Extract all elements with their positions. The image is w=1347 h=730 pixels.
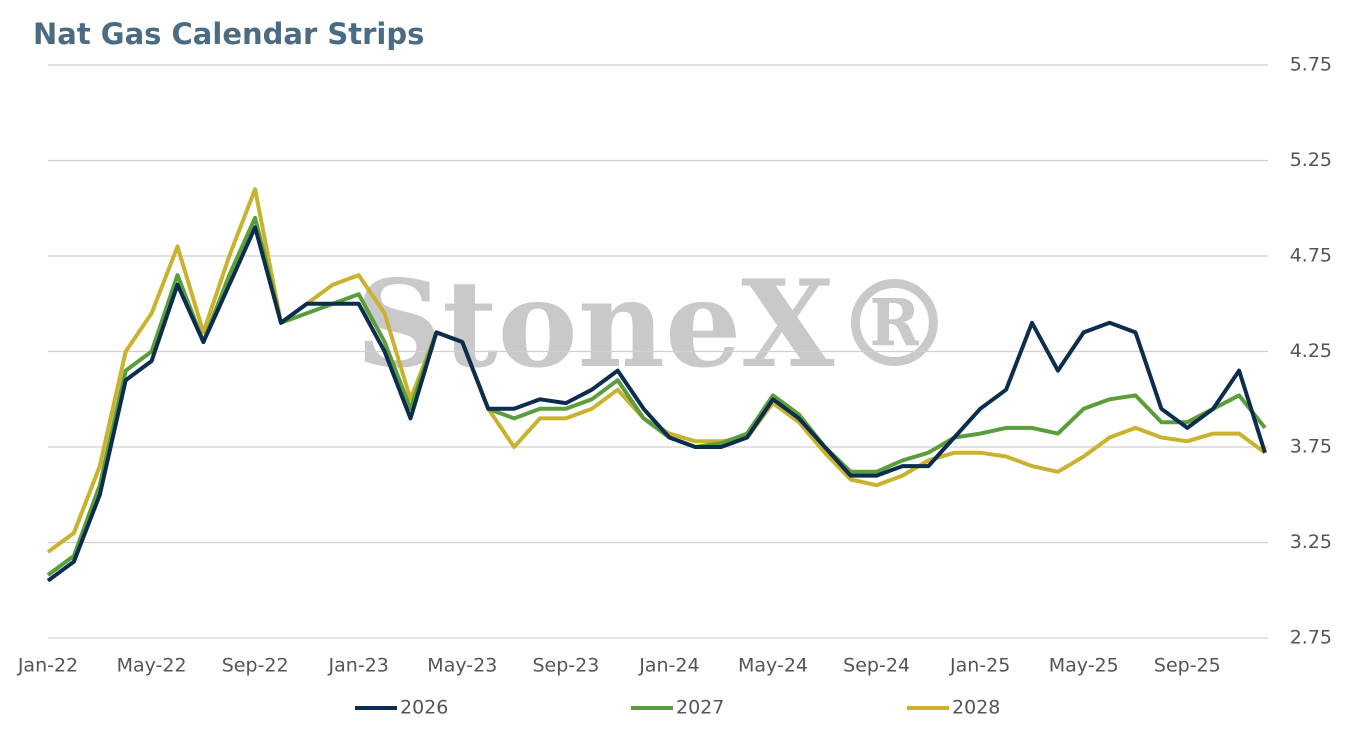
y-tick-label: 4.75 — [1290, 245, 1332, 267]
x-tick-label: Jan-24 — [638, 655, 699, 677]
y-tick-label: 5.25 — [1290, 149, 1332, 171]
legend-label: 2028 — [952, 697, 1000, 719]
legend-label: 2026 — [400, 697, 448, 719]
watermark: StoneX® — [356, 254, 955, 395]
x-tick-label: Jan-23 — [328, 655, 389, 677]
series-line — [46, 215, 1267, 577]
chart-title: Nat Gas Calendar Strips — [33, 17, 424, 51]
x-tick-label: May-25 — [1049, 655, 1119, 677]
y-tick-label: 2.75 — [1290, 627, 1332, 649]
y-tick-label: 5.75 — [1290, 54, 1332, 76]
x-tick-label: May-22 — [117, 655, 187, 677]
x-tick-label: Jan-25 — [949, 655, 1010, 677]
y-tick-label: 3.75 — [1290, 436, 1332, 458]
x-tick-label: May-24 — [738, 655, 808, 677]
x-tick-label: Sep-25 — [1154, 655, 1221, 677]
y-tick-label: 4.25 — [1290, 340, 1332, 362]
x-tick-label: Sep-23 — [532, 655, 599, 677]
series-line — [46, 225, 1267, 583]
x-tick-label: Jan-22 — [17, 655, 78, 677]
x-tick-label: Sep-24 — [843, 655, 910, 677]
x-tick-label: Sep-22 — [222, 655, 289, 677]
y-tick-label: 3.25 — [1290, 531, 1332, 553]
x-tick-label: May-23 — [427, 655, 497, 677]
legend-label: 2027 — [676, 697, 724, 719]
